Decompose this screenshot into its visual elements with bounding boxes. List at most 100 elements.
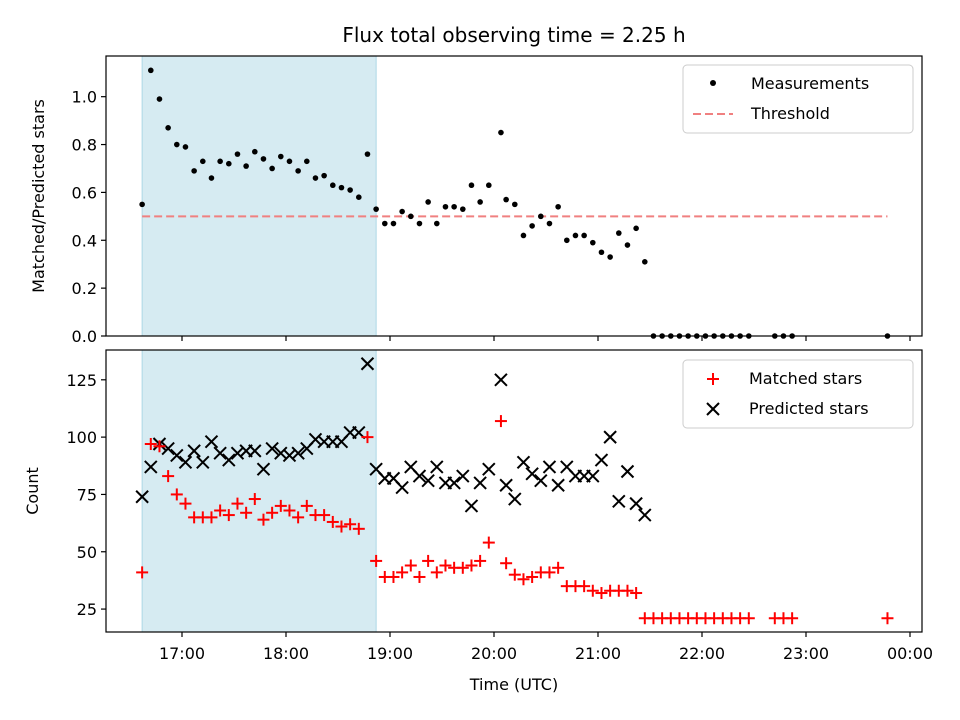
measurement-point-57 xyxy=(633,225,639,232)
matched-point-3 xyxy=(162,470,175,483)
predicted-point-37 xyxy=(456,469,470,483)
predicted-point-53 xyxy=(594,453,609,467)
measurement-point-1 xyxy=(148,67,154,74)
matched-point-42 xyxy=(500,557,513,570)
predicted-point-20 xyxy=(308,432,323,447)
predicted-point-46 xyxy=(534,473,548,488)
matched-point-19 xyxy=(300,499,313,512)
matched-point-31 xyxy=(404,559,417,572)
bottom-panel: 25 50 75 100 125 17:00 18:00 19:00 20:00 21:00 22… xyxy=(23,349,933,694)
matched-point-21 xyxy=(318,509,331,522)
measurement-point-2 xyxy=(156,96,163,102)
matched-point-43 xyxy=(508,568,521,581)
matched-point-16 xyxy=(274,499,287,512)
matched-point-17 xyxy=(283,504,296,517)
predicted-point-47 xyxy=(542,460,557,474)
matched-point-41 xyxy=(494,415,507,428)
xtick-label-5: 22:00 xyxy=(679,644,725,663)
measurement-point-35 xyxy=(442,203,449,210)
top-axes-frame xyxy=(105,55,923,337)
measurement-point-7 xyxy=(200,158,206,165)
measurement-point-18 xyxy=(295,168,301,174)
measurement-point-16 xyxy=(278,153,284,160)
predicted-point-18 xyxy=(291,446,305,460)
top-legend-box xyxy=(682,64,914,134)
measurement-point-13 xyxy=(252,148,258,155)
predicted-point-9 xyxy=(213,446,227,460)
measurement-point-49 xyxy=(564,237,570,244)
matched-point-57 xyxy=(630,587,643,600)
measurement-point-21 xyxy=(321,172,327,179)
matched-point-51 xyxy=(578,580,591,593)
top-y-ticks: 0.0 0.2 0.4 0.6 0.8 1.0 xyxy=(72,88,106,346)
matched-point-23 xyxy=(335,520,348,533)
matched-point-33 xyxy=(422,554,435,567)
matched-point-34 xyxy=(430,566,443,579)
top-ytick-label-1: 0.2 xyxy=(72,279,97,298)
predicted-point-48 xyxy=(551,478,565,492)
predicted-point-1 xyxy=(144,460,158,474)
matched-point-11 xyxy=(231,497,244,510)
measurement-point-26 xyxy=(364,151,371,157)
matched-point-26 xyxy=(361,431,374,444)
xtick-label-4: 21:00 xyxy=(575,644,621,663)
measurement-point-17 xyxy=(286,158,293,165)
measurement-point-46 xyxy=(538,213,544,220)
matched-points xyxy=(136,415,894,625)
top-ytick-label-3: 0.6 xyxy=(72,183,97,202)
bottom-ytick-label-0: 25 xyxy=(77,600,97,619)
bottom-legend-box xyxy=(682,359,914,429)
legend-matched-label: Matched stars xyxy=(749,369,862,388)
bottom-ytick-label-4: 125 xyxy=(66,371,97,390)
measurement-point-37 xyxy=(460,206,466,212)
top-shaded-interval xyxy=(141,55,377,337)
matched-point-24 xyxy=(344,518,357,531)
measurement-point-0 xyxy=(139,201,145,208)
measurement-point-52 xyxy=(590,239,596,246)
measurement-point-39 xyxy=(477,199,483,205)
predicted-point-13 xyxy=(248,444,262,458)
measurement-point-55 xyxy=(616,230,622,236)
predicted-point-43 xyxy=(508,492,522,506)
measurement-point-34 xyxy=(434,220,440,227)
measurement-point-58 xyxy=(642,259,648,265)
matched-point-15 xyxy=(266,506,279,519)
xtick-label-3: 20:00 xyxy=(471,644,517,663)
legend-measurements-marker xyxy=(710,80,716,86)
predicted-point-10 xyxy=(222,453,236,467)
matched-point-74 xyxy=(881,612,894,625)
measurement-point-33 xyxy=(425,199,431,205)
predicted-point-14 xyxy=(256,462,271,476)
measurement-point-3 xyxy=(165,124,171,131)
measurement-point-20 xyxy=(312,175,319,181)
matched-point-30 xyxy=(396,566,409,579)
predicted-point-32 xyxy=(412,469,427,483)
predicted-point-41 xyxy=(494,373,508,387)
matched-point-45 xyxy=(526,570,539,583)
matched-point-53 xyxy=(595,587,608,600)
measurement-point-15 xyxy=(269,165,275,172)
predicted-point-0 xyxy=(135,490,149,504)
top-panel: 0.0 0.2 0.4 0.6 0.8 1.0 Matched/Predicted sta… xyxy=(29,55,923,346)
predicted-point-5 xyxy=(178,455,193,470)
matched-point-40 xyxy=(482,536,495,549)
bottom-ytick-label-2: 75 xyxy=(77,485,97,504)
predicted-point-30 xyxy=(395,480,409,495)
matched-point-52 xyxy=(586,584,599,597)
matched-point-8 xyxy=(205,511,218,524)
measurement-point-12 xyxy=(243,163,249,169)
bottom-shaded-interval xyxy=(141,349,377,633)
predicted-point-36 xyxy=(447,476,461,490)
matched-point-1 xyxy=(144,438,157,450)
measurement-point-41 xyxy=(498,129,504,136)
top-ytick-label-0: 0.0 xyxy=(72,327,97,346)
matched-point-73 xyxy=(786,612,799,625)
measurement-point-53 xyxy=(598,249,605,256)
measurement-point-29 xyxy=(390,220,397,227)
measurement-point-47 xyxy=(546,220,553,227)
measurement-point-36 xyxy=(451,203,457,210)
measurement-point-32 xyxy=(416,220,423,227)
predicted-point-45 xyxy=(525,467,539,481)
measurement-point-48 xyxy=(555,203,561,210)
